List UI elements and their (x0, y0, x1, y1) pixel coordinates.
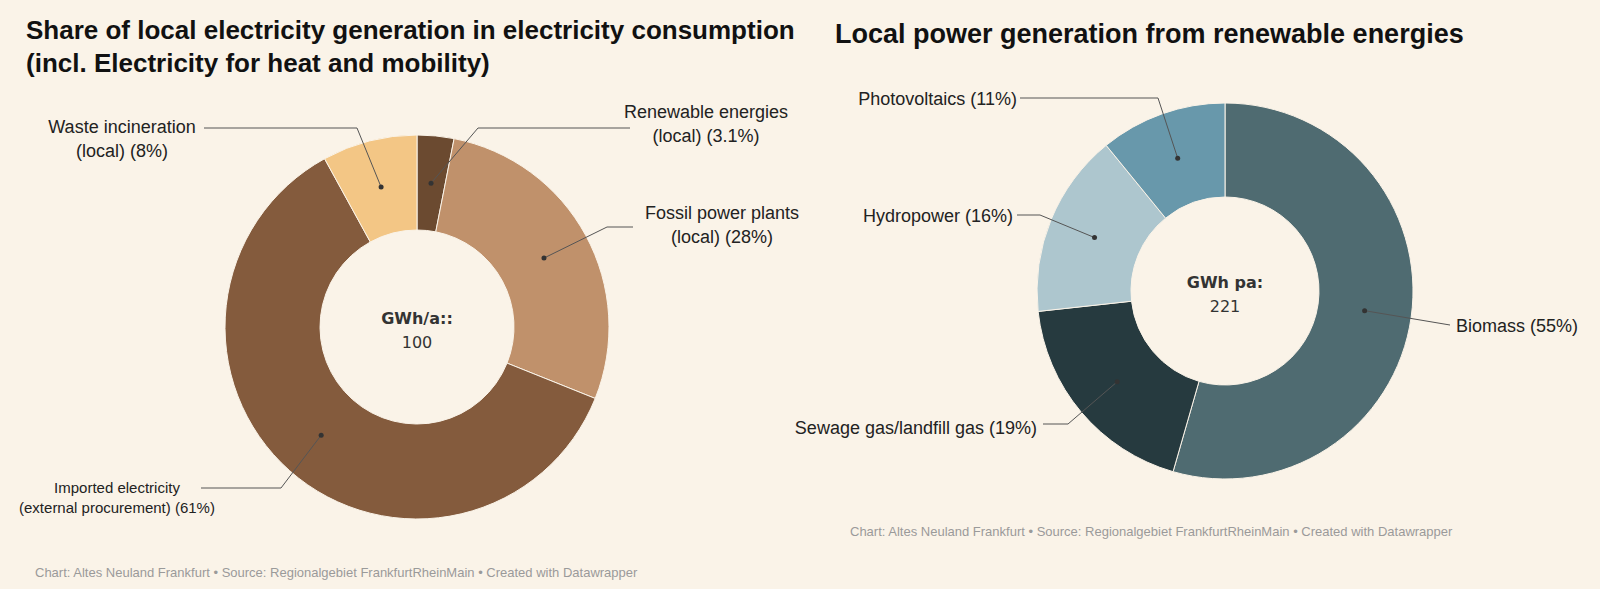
value-label: (3.1%) (707, 126, 760, 146)
slice-label: Biomass (55%) (1456, 316, 1578, 336)
leader-dot (1092, 235, 1097, 240)
value-label: (19%) (989, 418, 1037, 438)
category-text: Fossil power plants (645, 203, 799, 223)
category-text: (local) (652, 126, 706, 146)
leader-dot (1115, 379, 1120, 384)
slice-label: Photovoltaics (11%) (858, 89, 1017, 109)
slice-label: Sewage gas/landfill gas (19%) (795, 418, 1037, 438)
category-text: Photovoltaics (858, 89, 970, 109)
category-text: (external procurement) (19, 499, 175, 516)
leader-dot (1175, 156, 1180, 161)
donut-slice (325, 135, 417, 242)
chart-canvas: GWh/a::100 Renewable energies(local) (3.1… (0, 0, 1600, 589)
leader-dot (541, 256, 546, 261)
slice-label: Fossil power plants (645, 203, 799, 223)
center-label: GWh/a:: (381, 309, 453, 328)
leader-dot (379, 185, 384, 190)
center-total: 100 (402, 333, 433, 352)
value-label: (55%) (1530, 316, 1578, 336)
value-label: (8%) (130, 141, 168, 161)
value-label: (11%) (970, 89, 1017, 109)
slice-label: Renewable energies (624, 102, 788, 122)
category-text: Sewage gas/landfill gas (795, 418, 989, 438)
leader-dot (319, 433, 324, 438)
leader-line (1020, 98, 1178, 158)
chart-title: Local power generation from renewable en… (835, 18, 1595, 51)
category-text: Waste incineration (48, 117, 195, 137)
slice-label: Hydropower (16%) (863, 206, 1013, 226)
category-text: Imported electricity (54, 479, 180, 496)
slice-label: (external procurement) (61%) (19, 499, 215, 516)
slice-label: (local) (28%) (671, 227, 773, 247)
leader-line (204, 128, 381, 187)
chart-title: Share of local electricity generation in… (26, 14, 806, 80)
donut (1037, 103, 1413, 479)
page: {"chart_data": [ {"type": "pie", "title"… (0, 0, 1600, 589)
slice-label: Imported electricity (54, 479, 180, 496)
center-label: GWh pa: (1187, 273, 1263, 292)
leader-line (431, 128, 630, 183)
donut-slice (436, 139, 609, 399)
slice-label: (local) (8%) (76, 141, 168, 161)
donut (225, 135, 609, 519)
donut-slice (1038, 301, 1199, 471)
leader-dot (1362, 308, 1367, 313)
value-label: (61%) (175, 499, 215, 516)
center-total: 221 (1210, 297, 1241, 316)
category-text: (local) (76, 141, 130, 161)
leader-line (544, 227, 633, 258)
category-text: (local) (671, 227, 725, 247)
leader-line (201, 435, 321, 488)
leader-line (1043, 382, 1117, 424)
slice-label: (local) (3.1%) (652, 126, 759, 146)
chart-source: Chart: Altes Neuland Frankfurt • Source:… (850, 524, 1452, 539)
leader-line (1365, 311, 1450, 325)
value-label: (16%) (965, 206, 1013, 226)
value-label: (28%) (725, 227, 773, 247)
category-text: Biomass (1456, 316, 1530, 336)
category-text: Hydropower (863, 206, 965, 226)
chart-source: Chart: Altes Neuland Frankfurt • Source:… (35, 565, 637, 580)
leader-dot (429, 181, 434, 186)
category-text: Renewable energies (624, 102, 788, 122)
slice-label: Waste incineration (48, 117, 195, 137)
leader-line (1017, 215, 1095, 238)
